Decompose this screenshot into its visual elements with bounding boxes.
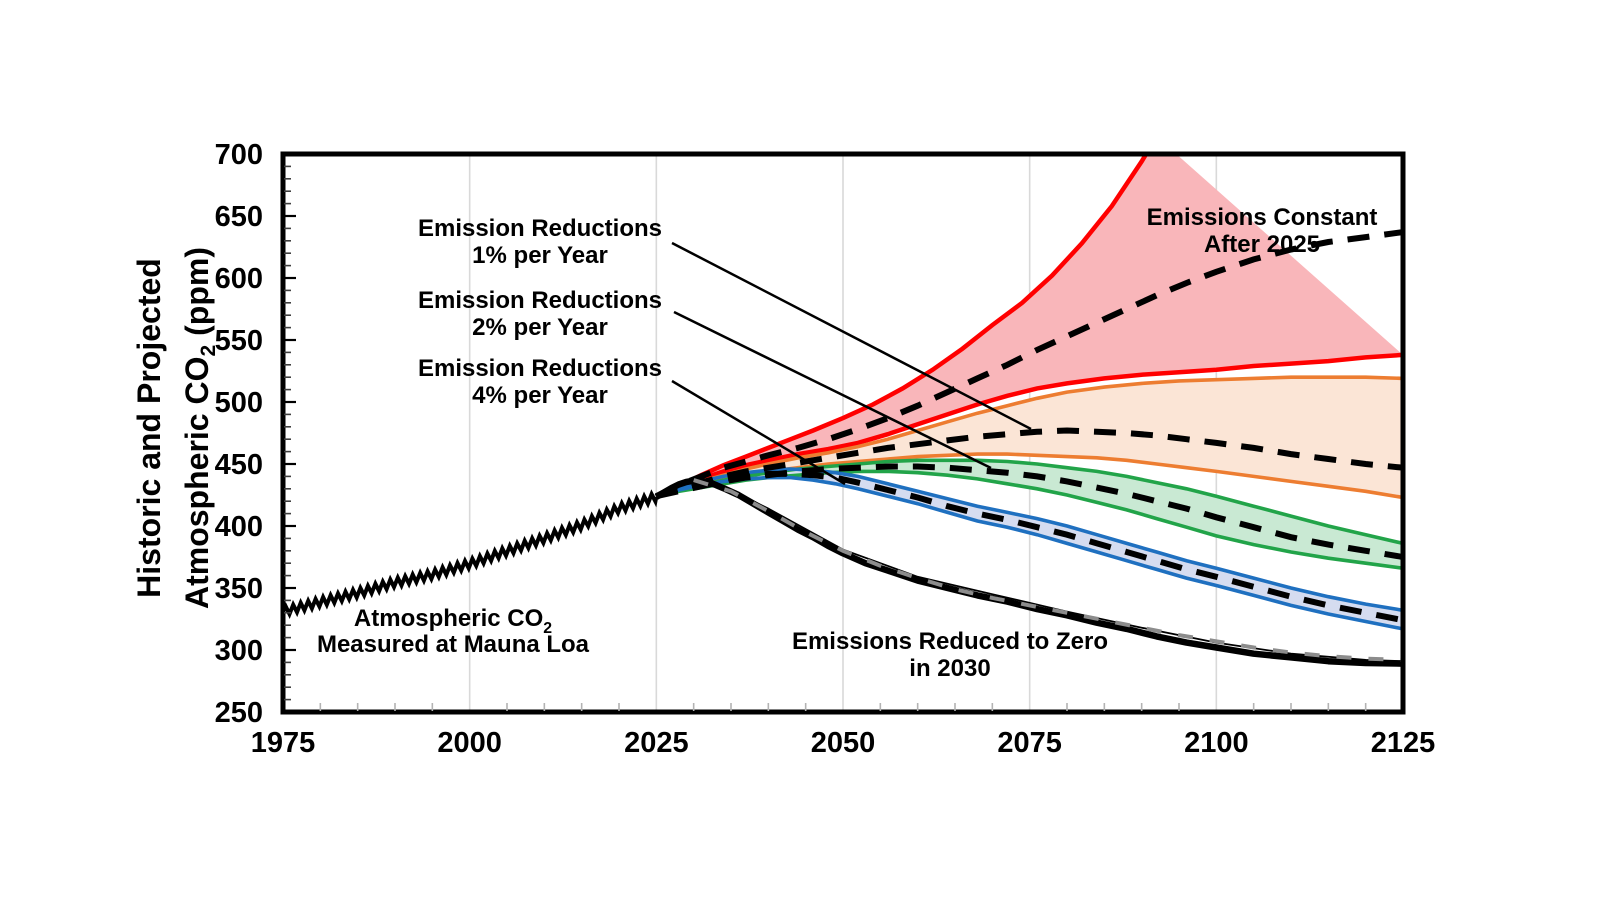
annotation-label-constant-line1: Emissions Constant	[1147, 204, 1378, 231]
y-tick-label-350: 350	[215, 573, 263, 605]
annotation-label-mauna-loa-line2: Measured at Mauna Loa	[317, 631, 590, 658]
annotation-label-mauna-loa-line1: Atmospheric CO2	[354, 605, 552, 637]
band-reduce1pct	[656, 377, 1403, 498]
x-tick-label-2100: 2100	[1184, 727, 1249, 759]
gray-dashed-zero2030	[693, 478, 1403, 662]
annotation-label-1pct-line1: Emission Reductions	[418, 215, 662, 242]
band-constant	[656, 154, 1403, 497]
x-tick-label-1975: 1975	[251, 727, 316, 759]
x-tick-label-2075: 2075	[997, 727, 1062, 759]
y-axis-title-line1: Historic and Projected	[131, 258, 167, 598]
y-tick-label-650: 650	[215, 201, 263, 233]
x-tick-label-2025: 2025	[624, 727, 689, 759]
x-tick-label-2000: 2000	[437, 727, 502, 759]
plot-border	[280, 151, 1406, 715]
x-tick-label-2050: 2050	[811, 727, 876, 759]
y-axis-title-line2: Atmospheric CO2 (ppm)	[179, 247, 220, 609]
band-bottom-line-reduce4pct	[655, 475, 1403, 631]
leader-line-label-2pct	[673, 310, 992, 470]
y-tick-label-600: 600	[215, 263, 263, 295]
y-tick-label-500: 500	[215, 387, 263, 419]
plot-frame-group	[280, 151, 1406, 715]
y-tick-label-550: 550	[215, 325, 263, 357]
annotation-label-4pct-line1: Emission Reductions	[418, 355, 662, 382]
annotation-label-1pct-line2: 1% per Year	[472, 242, 608, 269]
annotation-label-4pct-line2: 4% per Year	[472, 382, 608, 409]
band-top-line-reduce4pct	[655, 467, 1403, 613]
historic-mauna-loa-line	[283, 489, 659, 620]
y-tick-label-450: 450	[215, 449, 263, 481]
y-tick-label-250: 250	[215, 697, 263, 729]
band-bottom-line-constant	[655, 352, 1403, 499]
leader-line-label-4pct	[671, 379, 846, 486]
leader-line-label-1pct	[671, 241, 1032, 431]
y-tick-label-300: 300	[215, 635, 263, 667]
central-dashed-constant	[654, 229, 1403, 499]
ticks-group	[284, 152, 1367, 714]
central-dashed-reduce4pct	[655, 470, 1403, 624]
series-group	[283, 154, 1403, 667]
x-tick-label-2125: 2125	[1371, 727, 1436, 759]
annotation-label-zero-2030-line1: Emissions Reduced to Zero	[792, 628, 1108, 655]
axis-labels-group: 1975 2000 2025 2050 2075 2100 2125 250 300 350 400…	[131, 139, 1435, 759]
y-tick-label-700: 700	[215, 139, 263, 171]
annotation-label-zero-2030-line2: in 2030	[909, 655, 990, 682]
annotation-label-constant-line2: After 2025	[1204, 231, 1320, 258]
annotation-label-2pct-line2: 2% per Year	[472, 314, 608, 341]
annotation-label-2pct-line1: Emission Reductions	[418, 287, 662, 314]
central-dashed-reduce1pct	[655, 427, 1403, 500]
y-tick-label-400: 400	[215, 511, 263, 543]
